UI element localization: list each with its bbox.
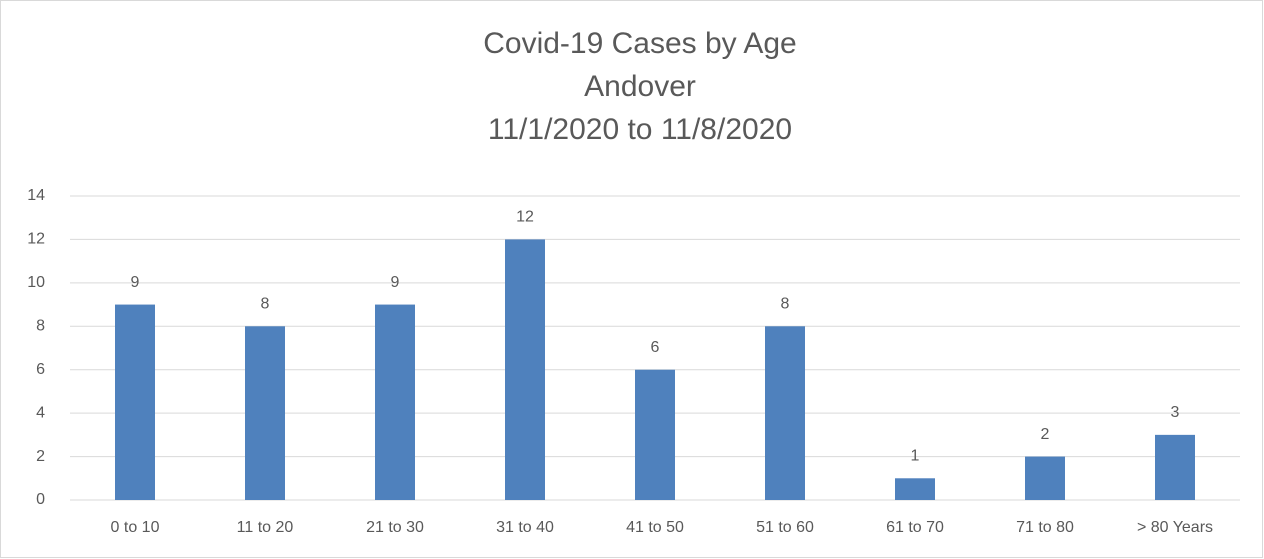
y-tick-label: 12 [27, 231, 45, 248]
x-tick-label: 71 to 80 [1016, 519, 1074, 536]
bar [375, 304, 415, 500]
x-tick-label: 61 to 70 [886, 519, 944, 536]
bar [765, 326, 805, 500]
x-tick-label: 31 to 40 [496, 519, 554, 536]
bar [505, 239, 545, 500]
chart-title: 11/1/2020 to 11/8/2020 [488, 113, 792, 146]
x-tick-label: 0 to 10 [111, 519, 160, 536]
bar [115, 304, 155, 500]
bar [245, 326, 285, 500]
data-label: 1 [911, 448, 920, 465]
x-tick-label: 51 to 60 [756, 519, 814, 536]
y-tick-label: 6 [36, 361, 45, 378]
data-label: 8 [261, 296, 270, 313]
data-label: 3 [1171, 404, 1180, 421]
data-label: 8 [781, 296, 790, 313]
data-label: 9 [391, 274, 400, 291]
data-label: 2 [1041, 426, 1050, 443]
y-tick-label: 0 [36, 491, 45, 508]
y-tick-label: 2 [36, 448, 45, 465]
data-label: 6 [651, 339, 660, 356]
y-tick-label: 4 [36, 404, 45, 421]
x-tick-label: 41 to 50 [626, 519, 684, 536]
bar [895, 478, 935, 500]
bar [1025, 456, 1065, 500]
x-tick-label: 21 to 30 [366, 519, 424, 536]
data-label: 12 [516, 209, 534, 226]
x-tick-label: > 80 Years [1137, 519, 1213, 536]
y-tick-label: 8 [36, 318, 45, 335]
bar [635, 369, 675, 500]
data-label: 9 [131, 274, 140, 291]
y-tick-label: 14 [27, 187, 45, 204]
x-tick-label: 11 to 20 [237, 519, 294, 536]
chart-title: Andover [584, 70, 696, 103]
y-tick-label: 10 [27, 274, 45, 291]
chart-title: Covid-19 Cases by Age [483, 27, 797, 60]
bar [1155, 434, 1195, 500]
